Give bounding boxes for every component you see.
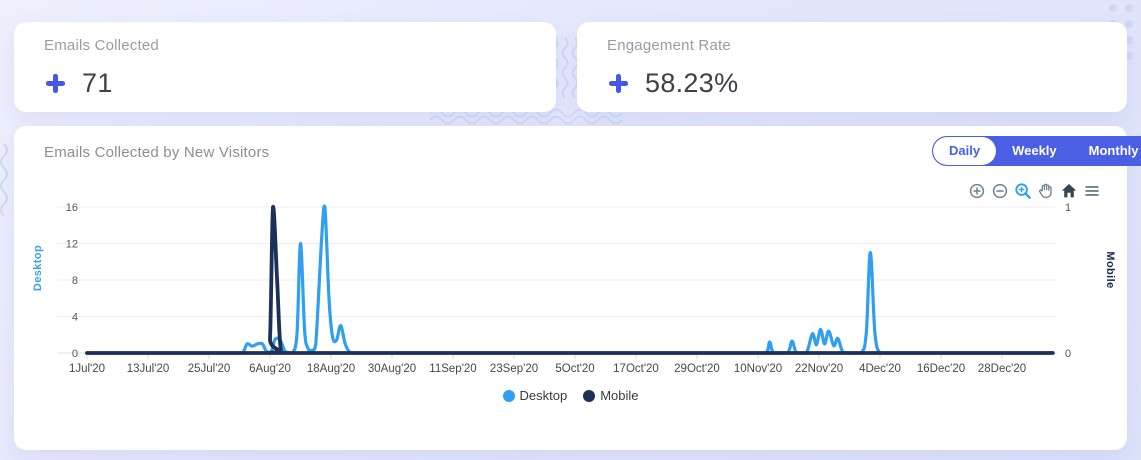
x-axis-tick-label: 22Nov'20 [795, 363, 843, 375]
chart-card: Emails Collected by New Visitors Daily We… [14, 126, 1141, 450]
plus-icon [45, 73, 66, 94]
x-axis-tick-label: 25Jul'20 [188, 363, 230, 375]
legend-item-desktop[interactable]: Desktop [502, 388, 568, 403]
chart-legend: Desktop Mobile [14, 388, 1127, 403]
x-axis-tick-label: 13Jul'20 [127, 363, 169, 375]
range-button-monthly[interactable]: Monthly [1073, 137, 1141, 165]
x-axis-tick-label: 6Aug'20 [249, 363, 291, 375]
left-axis-tick-label: 8 [72, 275, 78, 287]
x-axis-tick-label: 1Jul'20 [69, 363, 105, 375]
x-axis-tick-label: 5Oct'20 [555, 363, 594, 375]
stat-value: 58.23% [645, 68, 739, 98]
legend-marker [502, 389, 515, 402]
left-axis-tick-label: 16 [66, 202, 78, 214]
x-axis-tick-label: 11Sep'20 [429, 363, 476, 375]
x-axis-tick-label: 18Aug'20 [307, 363, 355, 375]
x-axis-tick-label: 23Sep'20 [490, 363, 538, 375]
stat-value: 71 [82, 68, 113, 98]
x-axis-tick-label: 10Nov'20 [734, 363, 782, 375]
x-axis-tick-label: 16Dec'20 [917, 363, 965, 375]
range-toggle-group: Daily Weekly Monthly [932, 136, 1141, 166]
chart-toolbar [968, 182, 1101, 200]
legend-label: Desktop [519, 388, 568, 403]
zoom-in-icon[interactable] [968, 182, 986, 200]
range-button-daily[interactable]: Daily [933, 137, 997, 165]
pan-icon[interactable] [1037, 182, 1055, 200]
plot-area[interactable]: 0 4 8 12 16 1 0 1Jul'20 13Jul'20 25Jul'20 6Aug'20 1… [30, 190, 1110, 390]
home-icon[interactable] [1060, 182, 1078, 200]
stat-card-engagement-rate: Engagement Rate 58.23% [577, 22, 1127, 112]
stat-label: Emails Collected [44, 37, 159, 54]
background-pattern-waves [553, 37, 579, 99]
series-line-mobile [85, 205, 1055, 355]
legend-label: Mobile [600, 388, 639, 403]
selection-zoom-icon[interactable] [1014, 182, 1032, 200]
legend-marker [583, 389, 596, 402]
zoom-out-icon[interactable] [991, 182, 1009, 200]
legend-item-mobile[interactable]: Mobile [583, 388, 639, 403]
x-axis-tick-label: 30Aug'20 [368, 363, 416, 375]
left-axis-tick-label: 4 [72, 312, 78, 324]
chart-title: Emails Collected by New Visitors [44, 144, 270, 161]
x-axis-tick-label: 29Oct'20 [674, 363, 720, 375]
stat-label: Engagement Rate [607, 37, 731, 54]
left-axis-tick-label: 12 [66, 239, 78, 251]
right-axis-tick-label: 1 [1065, 202, 1071, 214]
x-axis-tick-label: 17Oct'20 [613, 363, 659, 375]
range-button-weekly[interactable]: Weekly [996, 137, 1073, 165]
x-axis-tick-label: 4Dec'20 [859, 363, 901, 375]
background-pattern-waves [0, 143, 8, 217]
plus-icon [608, 73, 629, 94]
left-axis-tick-label: 0 [72, 348, 78, 360]
menu-icon[interactable] [1083, 182, 1101, 200]
x-axis-tick-label: 28Dec'20 [978, 363, 1026, 375]
right-axis-tick-label: 0 [1065, 348, 1071, 360]
stat-card-emails-collected: Emails Collected 71 [14, 22, 556, 112]
